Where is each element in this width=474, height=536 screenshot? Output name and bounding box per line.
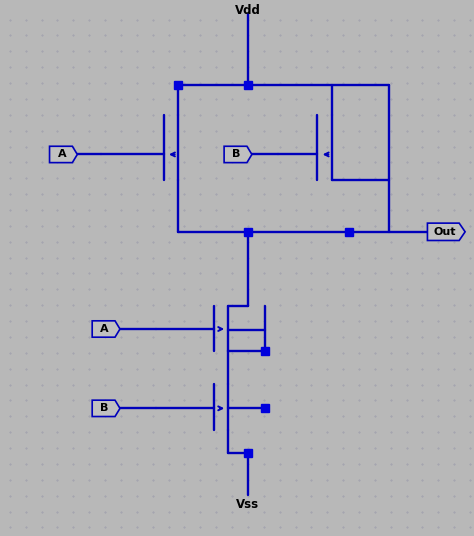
Text: A: A [58,150,66,159]
Polygon shape [50,146,77,162]
Text: B: B [232,150,241,159]
Polygon shape [92,400,120,416]
Text: Vss: Vss [237,497,259,511]
Polygon shape [92,321,120,337]
Polygon shape [428,223,465,241]
Text: Out: Out [433,227,456,237]
Polygon shape [224,146,252,162]
Text: B: B [100,404,109,413]
Text: Vdd: Vdd [235,4,261,17]
Text: A: A [100,324,109,334]
